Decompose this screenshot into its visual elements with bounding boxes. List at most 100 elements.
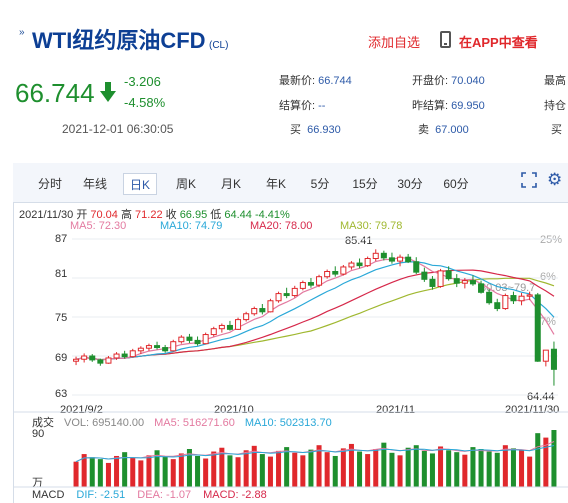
stat-high: 最高 (544, 75, 566, 87)
volume-bar (219, 447, 225, 487)
candle-body (283, 293, 290, 297)
tab-intraday[interactable]: 分时 (37, 177, 62, 191)
y-tick-69: 69 (55, 352, 68, 364)
fullscreen-icon[interactable] (521, 172, 537, 188)
phone-icon (440, 31, 451, 48)
volume-bar (543, 437, 549, 487)
add-favorite-button[interactable]: 添加自选 (368, 35, 421, 50)
ohlc-readout: 2021/11/30 开 70.04 高 71.22 收 66.95 低 64.… (19, 209, 290, 221)
candle-body (316, 276, 323, 286)
current-price: 66.744 (15, 78, 95, 108)
quote-timestamp: 2021-12-01 06:30:05 (62, 122, 174, 136)
candle-body (486, 291, 493, 304)
tab-weekly-k[interactable]: 周K (175, 177, 196, 191)
candle-body (518, 295, 525, 302)
volume-bar (81, 454, 87, 487)
ma30-legend: MA30: 79.78 (340, 220, 403, 232)
candle-body (405, 256, 412, 263)
volume-bar (162, 456, 168, 487)
candle-body (526, 294, 533, 297)
period-tabs (13, 163, 568, 203)
volume-bar (316, 445, 322, 487)
candle-body (121, 353, 128, 358)
candle-body (162, 347, 169, 352)
candle-body (275, 293, 282, 302)
volume-bar (535, 433, 541, 487)
volume-bar (267, 456, 273, 487)
volume-bar (421, 450, 427, 487)
candle-body (397, 256, 404, 262)
volume-bar (340, 448, 346, 487)
volume-top-tick: 90 (32, 428, 45, 440)
tab-15min[interactable]: 15分 (352, 177, 378, 191)
tab-year-line[interactable]: 年线 (82, 177, 107, 191)
y-tick-75: 75 (55, 312, 68, 324)
candle-body (437, 270, 444, 287)
stat-prev-settle: 昨结算: 69.950 (412, 100, 485, 112)
breadcrumb-arrow-icon: » (19, 27, 24, 38)
tab-5min[interactable]: 5分 (310, 177, 330, 191)
candle-body (364, 258, 371, 267)
volume-unit: 万 (32, 477, 43, 489)
volume-bar (429, 453, 435, 487)
volume-bar (454, 452, 460, 487)
volume-bar (413, 445, 419, 487)
candle-body (307, 282, 314, 286)
tab-60min[interactable]: 60分 (443, 177, 469, 191)
volume-bar (292, 452, 298, 487)
candle-body (73, 358, 80, 362)
settings-gear-icon[interactable]: ⚙ (547, 170, 563, 189)
volume-bar (211, 451, 217, 487)
candle-body (218, 324, 225, 330)
volume-bar (365, 454, 371, 487)
chart-panel (13, 163, 568, 503)
candle-body (137, 347, 144, 352)
volume-bar (97, 459, 103, 487)
volume-ma10-line (75, 445, 555, 463)
volume-bar (170, 459, 176, 487)
volume-bar (308, 449, 314, 487)
volume-bar (462, 454, 468, 487)
ma5-legend: MA5: 72.30 (70, 220, 127, 232)
volume-bar (276, 450, 282, 487)
candle-body (453, 278, 460, 284)
volume-bar (89, 457, 95, 487)
candle-body (469, 280, 476, 285)
tab-daily-k[interactable]: 日K (123, 173, 157, 195)
volume-bar (486, 451, 492, 487)
candle-body (251, 308, 258, 315)
candle-body (194, 339, 201, 345)
view-in-app-link[interactable]: 在APP中查看 (459, 35, 538, 50)
stat-settle: 结算价: -- (279, 100, 326, 112)
tab-monthly-k[interactable]: 月K (220, 177, 241, 191)
candle-body (105, 357, 112, 364)
volume-bar (357, 451, 363, 487)
candle-body (388, 257, 395, 262)
candle-body (461, 280, 468, 284)
candle-body (445, 270, 452, 280)
candle-body (243, 313, 250, 321)
candle-body (81, 355, 88, 360)
price-change: -3.206 (124, 74, 161, 89)
x-label-1: 2021/10 (214, 404, 254, 416)
volume-bar (373, 449, 379, 487)
volume-bar (227, 455, 233, 487)
candle-body (550, 348, 557, 370)
low-annotation: 64.44 (527, 391, 555, 403)
candle-body (178, 336, 185, 343)
volume-bar (446, 450, 452, 487)
stat-open: 开盘价: 70.040 (412, 75, 485, 87)
candle-body (413, 261, 420, 273)
candle-body (235, 319, 242, 330)
stat-latest: 最新价: 66.744 (279, 75, 352, 87)
volume-bar (300, 455, 306, 487)
macd-legend: MACD DIF: -2.51 DEA: -1.07 MACD: -2.88 (32, 489, 267, 501)
pct-tick-6: 6% (540, 271, 556, 283)
candle-body (170, 341, 177, 352)
candle-body (494, 302, 501, 310)
volume-bar (284, 447, 290, 487)
tab-30min[interactable]: 30分 (397, 177, 423, 191)
tab-yearly-k[interactable]: 年K (265, 177, 286, 191)
stat-bid: 买 66.930 (290, 124, 341, 136)
